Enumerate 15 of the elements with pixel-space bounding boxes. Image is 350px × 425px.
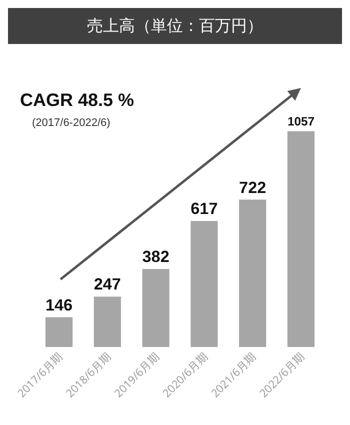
bar xyxy=(239,200,266,347)
data-label: 617 xyxy=(190,200,218,218)
data-label: 146 xyxy=(46,296,73,314)
data-label: 247 xyxy=(94,276,121,294)
data-label: 1057 xyxy=(287,114,315,128)
text: CAGR 48.5 % xyxy=(20,90,134,110)
bar xyxy=(190,221,218,347)
bar xyxy=(45,317,73,347)
bar xyxy=(94,296,121,347)
bar xyxy=(287,131,315,347)
text: (2017/6-2022/6) xyxy=(32,117,110,129)
chart-title: 売上高（単位：百万円） xyxy=(8,8,342,44)
bar xyxy=(142,269,170,347)
data-label: 722 xyxy=(239,178,266,197)
data-label: 382 xyxy=(142,248,170,266)
